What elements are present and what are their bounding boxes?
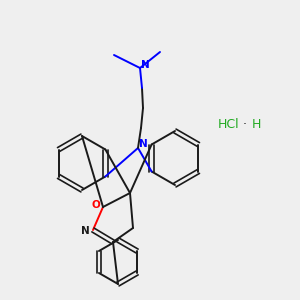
Text: ·: · — [243, 118, 247, 131]
Text: N: N — [141, 60, 149, 70]
Text: O: O — [92, 200, 100, 210]
Text: HCl: HCl — [218, 118, 240, 131]
Text: H: H — [252, 118, 261, 131]
Text: N: N — [139, 139, 147, 149]
Text: N: N — [81, 226, 89, 236]
